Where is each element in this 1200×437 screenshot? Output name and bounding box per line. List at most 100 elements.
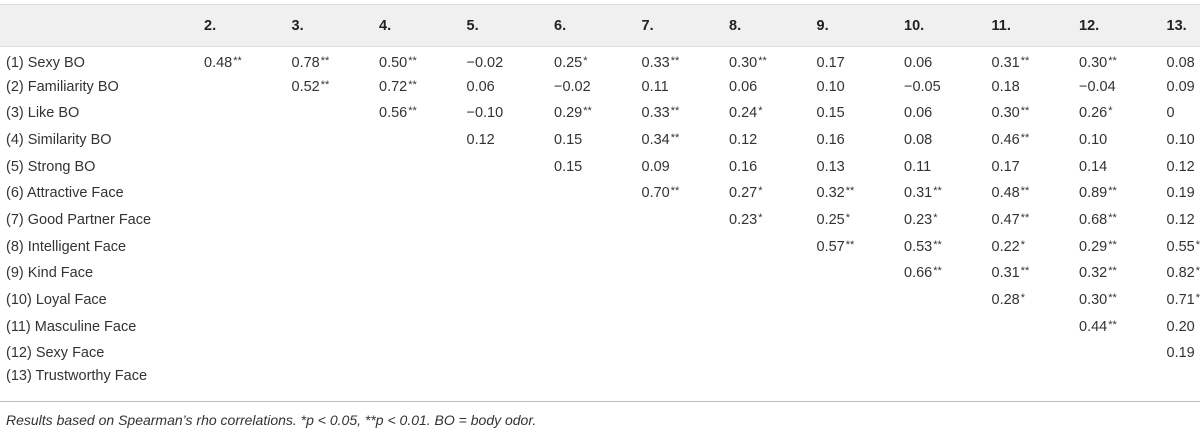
- header-cell: 4.: [373, 4, 461, 47]
- correlation-cell: 0.16: [723, 153, 811, 180]
- correlation-value: 0.12: [1166, 211, 1195, 228]
- correlation-cell: 0.32**: [1073, 260, 1161, 287]
- correlation-cell: 0.24*: [723, 100, 811, 127]
- significance-marker: *: [845, 211, 851, 224]
- correlation-cell: [548, 260, 636, 287]
- correlation-cell: 0.30**: [986, 100, 1074, 127]
- correlation-value: 0.15: [554, 158, 583, 175]
- correlation-cell: [811, 287, 899, 314]
- correlation-cell: 0.10: [1161, 127, 1200, 154]
- header-cell: 3.: [285, 4, 373, 47]
- table-row: (3) Like BO 0.56** −0.10 0.29** 0.33** 0.24* 0…: [0, 100, 1200, 127]
- correlation-value: 0: [1166, 105, 1175, 122]
- significance-marker: **: [1020, 55, 1030, 68]
- significance-marker: **: [1020, 211, 1030, 224]
- row-label: (11) Masculine Face: [6, 318, 137, 335]
- correlation-cell: [548, 340, 636, 367]
- correlation-value: 0.16: [729, 158, 758, 175]
- correlation-cell: 0.48**: [198, 47, 286, 74]
- correlation-cell: [636, 367, 724, 394]
- correlation-value: 0.13: [816, 158, 845, 175]
- significance-marker: **: [408, 78, 417, 91]
- correlation-cell: 0.17: [811, 47, 899, 74]
- row-label: (7) Good Partner Face: [6, 211, 152, 228]
- correlation-value: 0.82: [1166, 265, 1195, 282]
- correlation-cell: [548, 313, 636, 340]
- significance-marker: **: [1195, 265, 1200, 278]
- correlation-value: 0.55: [1166, 238, 1195, 255]
- correlation-cell: 0.25*: [548, 47, 636, 74]
- header-cell: 8.: [723, 4, 811, 47]
- significance-marker: **: [933, 265, 942, 278]
- correlation-cell: [373, 180, 461, 207]
- correlation-value: 0.66: [904, 265, 933, 282]
- correlation-value: −0.02: [554, 78, 591, 95]
- correlation-value: 0.34: [641, 131, 670, 148]
- significance-marker: *: [1020, 292, 1026, 305]
- correlation-value: −0.05: [904, 78, 941, 95]
- correlation-cell: [548, 287, 636, 314]
- correlation-value: 0.29: [554, 105, 583, 122]
- significance-marker: *: [933, 211, 938, 224]
- correlation-cell: [286, 233, 374, 260]
- correlation-cell: 0.08: [1161, 47, 1200, 74]
- correlation-cell: 0.33**: [636, 47, 724, 74]
- correlation-cell: [286, 100, 374, 127]
- correlation-value: 0.31: [904, 185, 933, 202]
- correlation-cell: 0.15: [548, 153, 636, 180]
- header-cell-label: [0, 4, 198, 47]
- correlation-cell: 0.06: [898, 47, 986, 74]
- correlation-value: 0.30: [729, 55, 758, 72]
- correlation-value: 0.14: [1079, 158, 1108, 175]
- correlation-value: 0.32: [1079, 265, 1108, 282]
- correlation-cell: [373, 340, 461, 367]
- correlation-cell: [548, 207, 636, 234]
- correlation-cell: [636, 260, 724, 287]
- correlation-cell: 0: [1161, 100, 1200, 127]
- correlation-cell: [811, 367, 899, 394]
- correlation-cell: 0.46**: [986, 127, 1074, 154]
- significance-marker: **: [1108, 318, 1117, 331]
- significance-marker: **: [583, 105, 592, 118]
- significance-marker: **: [670, 55, 680, 68]
- correlation-cell: [198, 367, 286, 394]
- correlation-cell: 0.72**: [373, 73, 461, 100]
- correlation-value: 0.10: [1166, 131, 1195, 148]
- correlation-value: 0.12: [729, 131, 758, 148]
- row-label: (8) Intelligent Face: [6, 238, 127, 255]
- correlation-cell: [461, 260, 549, 287]
- correlation-cell: [461, 340, 549, 367]
- correlation-cell: 0.57**: [811, 233, 899, 260]
- correlation-cell: [548, 180, 636, 207]
- correlation-cell: [548, 233, 636, 260]
- significance-marker: **: [408, 105, 417, 118]
- correlation-cell: [1161, 367, 1200, 394]
- significance-marker: **: [1108, 211, 1117, 224]
- correlation-value: 0.30: [1079, 292, 1108, 309]
- correlation-cell: 0.71**: [1161, 287, 1200, 314]
- correlation-cell: 0.56**: [373, 100, 461, 127]
- correlation-cell: 0.22*: [986, 233, 1074, 260]
- bottom-rule: [0, 401, 1200, 402]
- correlation-value: 0.10: [816, 78, 845, 95]
- correlation-value: 0.17: [816, 55, 845, 72]
- row-label: (4) Similarity BO: [6, 131, 112, 148]
- correlation-cell: 0.12: [723, 127, 811, 154]
- correlation-cell: 0.30**: [723, 47, 811, 74]
- correlation-cell: [198, 340, 286, 367]
- significance-marker: *: [1020, 238, 1026, 251]
- correlation-value: 0.09: [641, 158, 670, 175]
- correlation-cell: [198, 287, 286, 314]
- correlation-cell: [373, 207, 461, 234]
- correlation-value: 0.68: [1079, 211, 1108, 228]
- correlation-cell: [198, 153, 286, 180]
- correlation-cell: [373, 153, 461, 180]
- correlation-value: 0.30: [991, 105, 1020, 122]
- correlation-cell: 0.17: [986, 153, 1074, 180]
- correlation-cell: 0.12: [1161, 207, 1200, 234]
- correlation-cell: −0.05: [898, 73, 986, 100]
- correlation-value: 0.10: [1079, 131, 1108, 148]
- table-row: (11) Masculine Face 0.44** 0.20: [0, 313, 1200, 340]
- table-row: (13) Trustworthy Face: [0, 367, 1200, 394]
